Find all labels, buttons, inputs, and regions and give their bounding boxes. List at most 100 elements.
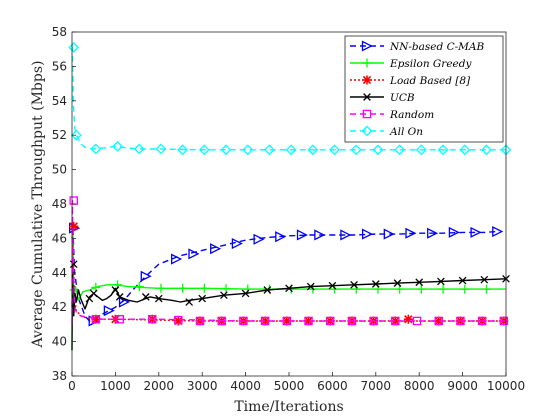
series-marker [154, 294, 163, 303]
y-tick-label: 54 [52, 94, 67, 108]
series-marker [427, 227, 439, 239]
series-marker [89, 289, 98, 298]
series-marker [456, 316, 465, 326]
series-marker [285, 284, 293, 293]
legend-marker [362, 58, 372, 68]
legend-label: UCB [390, 92, 415, 104]
legend-label: Random [389, 109, 434, 121]
series-marker [198, 294, 207, 303]
series-marker [69, 260, 78, 269]
y-tick-label: 56 [52, 59, 67, 73]
series-5 [68, 42, 512, 156]
series-0 [69, 222, 504, 327]
x-tick-label: 8000 [404, 379, 435, 393]
series-marker [210, 243, 222, 255]
y-tick-label: 40 [52, 335, 67, 349]
legend-marker [361, 125, 373, 137]
legend-label: All On [389, 126, 423, 138]
legend-item: NN-based C-MAB [350, 40, 484, 53]
series-marker [171, 253, 183, 265]
series-marker [174, 315, 183, 325]
series-marker [68, 42, 80, 53]
series-marker [438, 284, 448, 294]
series-marker [415, 144, 427, 156]
x-tick-label: 0 [68, 379, 76, 393]
y-tick-label: 52 [52, 128, 67, 142]
series-marker [371, 280, 380, 288]
series-marker [437, 277, 445, 286]
series-marker [372, 144, 384, 156]
legend-box [344, 35, 504, 143]
series-marker [103, 305, 115, 317]
series-marker [133, 143, 145, 155]
legend-label: Load Based [8] [389, 75, 471, 87]
series-marker [492, 225, 504, 238]
series-marker [470, 226, 482, 238]
series-marker [394, 144, 406, 156]
series-marker [134, 282, 144, 292]
legend-marker [363, 93, 371, 101]
series-marker [177, 144, 189, 156]
series-marker [178, 283, 188, 293]
series-marker [188, 248, 200, 260]
series-marker [306, 282, 315, 291]
series-4 [69, 196, 509, 326]
series-marker [434, 316, 443, 326]
series-marker [481, 284, 491, 294]
legend-label: Epsilon Greedy [389, 58, 472, 70]
series-marker [403, 314, 413, 324]
series-marker [70, 129, 82, 141]
series-marker [477, 316, 487, 326]
legend: NN-based C-MAB Epsilon Greedy Load Based [… [344, 35, 504, 143]
series-line [71, 199, 506, 325]
series-marker [220, 291, 228, 299]
series-marker [90, 143, 102, 155]
series-marker [156, 283, 166, 293]
legend-marker [362, 109, 372, 119]
series-marker [448, 226, 460, 238]
series-marker [140, 270, 152, 282]
series-marker [231, 238, 243, 250]
series-marker [155, 143, 167, 155]
series-marker [350, 144, 362, 156]
series-marker [481, 144, 492, 156]
series-marker [296, 229, 308, 241]
series-marker [415, 278, 424, 287]
legend-label: NN-based C-MAB [389, 41, 484, 53]
legend-item: Random [350, 109, 434, 121]
series-marker [412, 316, 422, 326]
series-marker [199, 283, 209, 293]
series-marker [391, 316, 400, 326]
series-marker [416, 284, 426, 294]
series-marker [253, 233, 265, 245]
x-tick-label: 10000 [487, 379, 525, 393]
series-marker [217, 316, 226, 326]
series-marker [325, 316, 335, 326]
series-marker [195, 316, 205, 326]
y-tick-label: 38 [52, 369, 67, 383]
series-3 [69, 260, 510, 351]
y-tick-label: 44 [52, 266, 67, 280]
series-marker [148, 314, 157, 324]
series-marker [314, 229, 326, 241]
legend-item: Epsilon Greedy [350, 58, 472, 70]
series-marker [115, 293, 124, 301]
series-marker [242, 144, 254, 156]
series-marker [263, 286, 272, 294]
series-marker [347, 316, 357, 326]
series-marker [141, 293, 150, 301]
x-axis-label: Time/Iterations [234, 399, 343, 415]
series-marker [459, 144, 471, 156]
series-line [71, 263, 507, 351]
x-tick-label: 2000 [144, 379, 175, 393]
series-marker [198, 144, 210, 156]
x-tick-label: 1000 [100, 379, 131, 393]
series-marker [275, 231, 287, 243]
series-marker [69, 221, 79, 231]
series-marker [369, 316, 378, 326]
series-marker [260, 316, 270, 326]
series-marker [437, 144, 449, 156]
series-line [71, 45, 506, 151]
legend-item: UCB [350, 92, 415, 104]
